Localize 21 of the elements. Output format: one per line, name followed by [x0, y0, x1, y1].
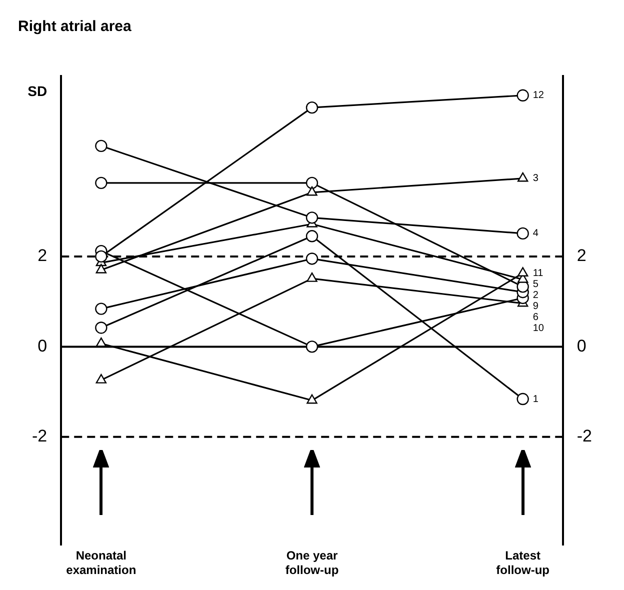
series-label: 2	[532, 290, 539, 301]
x-tick-label: Neonatal examination	[66, 548, 136, 578]
y2-tick-label: 2	[576, 246, 586, 266]
chart-title: Right atrial area	[18, 18, 132, 36]
y2-tick-label: 0	[576, 336, 586, 356]
y-tick-label: 2	[38, 246, 48, 266]
series-label: 4	[532, 228, 539, 240]
y-tick-label: -2	[32, 426, 48, 446]
series-label: 6	[532, 312, 539, 323]
y2-tick-label: -2	[576, 426, 592, 446]
y-axis-title: SD	[28, 83, 48, 99]
series-label: 1	[532, 394, 539, 405]
series-label: 9	[532, 300, 539, 312]
series-label: 3	[532, 173, 539, 184]
x-tick-label: One year follow-up	[285, 548, 339, 578]
x-tick-label: Latest follow-up	[496, 548, 550, 578]
y-tick-label: 0	[38, 336, 48, 356]
series-label: 5	[532, 278, 539, 290]
series-label: 12	[532, 90, 544, 102]
series-label: 10	[532, 322, 544, 334]
series-label: 11	[532, 268, 544, 279]
